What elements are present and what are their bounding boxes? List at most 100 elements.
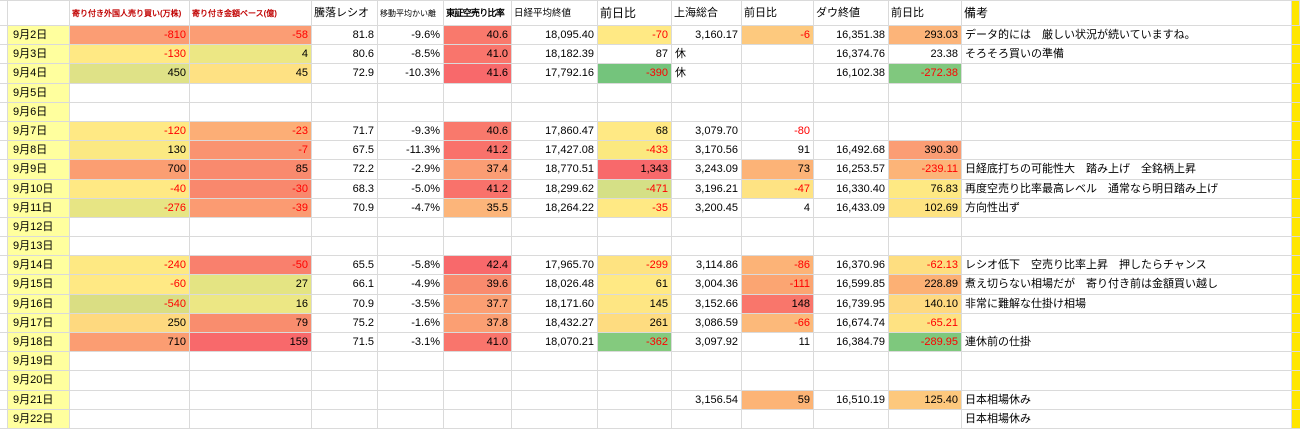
dow-close-cell[interactable] [814, 217, 889, 238]
nikkei-close-cell[interactable] [512, 217, 598, 238]
short-sell-ratio-cell[interactable]: 40.6 [444, 26, 512, 46]
dow-close-cell[interactable]: 16,510.19 [814, 390, 889, 410]
dow-change-cell[interactable]: -62.13 [889, 256, 962, 276]
nikkei-close-cell[interactable]: 18,770.51 [512, 160, 598, 180]
dow-change-cell[interactable]: -65.21 [889, 313, 962, 333]
ma-deviation-cell[interactable]: -5.0% [378, 179, 444, 199]
nikkei-change-cell[interactable]: -70 [598, 26, 672, 46]
nikkei-change-cell[interactable] [598, 371, 672, 391]
foreign-open-trading-cell[interactable] [70, 409, 190, 429]
ma-deviation-cell[interactable] [378, 102, 444, 122]
dow-change-cell[interactable]: 23.38 [889, 45, 962, 65]
nikkei-close-cell[interactable] [512, 237, 598, 257]
ma-deviation-cell[interactable] [378, 217, 444, 238]
updown-ratio-cell[interactable] [312, 102, 378, 122]
dow-close-cell[interactable]: 16,674.74 [814, 313, 889, 333]
date-cell[interactable]: 9月2日 [8, 26, 70, 46]
shanghai-change-cell[interactable] [742, 102, 814, 122]
ma-deviation-cell[interactable]: -1.6% [378, 313, 444, 333]
nikkei-change-cell[interactable]: -390 [598, 64, 672, 84]
date-cell[interactable]: 9月16日 [8, 294, 70, 314]
shanghai-change-cell[interactable] [742, 83, 814, 103]
column-header-short-sell-ratio[interactable]: 東証空売り比率 [444, 1, 512, 26]
remarks-cell[interactable]: そろそろ買いの準備 [962, 45, 1292, 65]
shanghai-composite-cell[interactable]: 3,114.86 [672, 256, 742, 276]
nikkei-close-cell[interactable] [512, 409, 598, 429]
updown-ratio-cell[interactable]: 66.1 [312, 275, 378, 295]
foreign-open-trading-cell[interactable]: -240 [70, 256, 190, 276]
date-cell[interactable]: 9月22日 [8, 409, 70, 429]
open-amount-base-cell[interactable]: 27 [190, 275, 312, 295]
shanghai-change-cell[interactable] [742, 64, 814, 84]
dow-change-cell[interactable]: 140.10 [889, 294, 962, 314]
shanghai-change-cell[interactable]: 4 [742, 198, 814, 218]
ma-deviation-cell[interactable] [378, 352, 444, 372]
short-sell-ratio-cell[interactable]: 42.4 [444, 256, 512, 276]
remarks-cell[interactable]: 日本相場休み [962, 409, 1292, 429]
nikkei-change-cell[interactable]: 68 [598, 121, 672, 142]
shanghai-composite-cell[interactable] [672, 83, 742, 103]
shanghai-composite-cell[interactable] [672, 217, 742, 238]
dow-change-cell[interactable] [889, 217, 962, 238]
dow-close-cell[interactable]: 16,384.79 [814, 333, 889, 353]
nikkei-change-cell[interactable] [598, 102, 672, 122]
nikkei-change-cell[interactable]: -299 [598, 256, 672, 276]
nikkei-close-cell[interactable]: 17,860.47 [512, 121, 598, 142]
nikkei-change-cell[interactable] [598, 237, 672, 257]
dow-close-cell[interactable] [814, 121, 889, 142]
dow-close-cell[interactable]: 16,492.68 [814, 141, 889, 161]
column-header-foreign-open-trading[interactable]: 寄り付き外国人売り買い(万株) [70, 1, 190, 26]
dow-change-cell[interactable]: -272.38 [889, 64, 962, 84]
nikkei-change-cell[interactable] [598, 409, 672, 429]
nikkei-close-cell[interactable]: 18,026.48 [512, 275, 598, 295]
date-cell[interactable]: 9月15日 [8, 275, 70, 295]
nikkei-change-cell[interactable]: -471 [598, 179, 672, 199]
date-cell[interactable]: 9月20日 [8, 371, 70, 391]
open-amount-base-cell[interactable]: -30 [190, 179, 312, 199]
dow-close-cell[interactable] [814, 83, 889, 103]
updown-ratio-cell[interactable]: 70.9 [312, 294, 378, 314]
nikkei-change-cell[interactable]: 87 [598, 45, 672, 65]
dow-close-cell[interactable]: 16,370.96 [814, 256, 889, 276]
remarks-cell[interactable]: 煮え切らない相場だが 寄り付き前は金額買い越し [962, 275, 1292, 295]
remarks-cell[interactable] [962, 121, 1292, 142]
shanghai-change-cell[interactable]: -6 [742, 26, 814, 46]
updown-ratio-cell[interactable] [312, 352, 378, 372]
column-header-open-amount-base[interactable]: 寄り付き金額ベース(億) [190, 1, 312, 26]
ma-deviation-cell[interactable]: -4.7% [378, 198, 444, 218]
ma-deviation-cell[interactable] [378, 409, 444, 429]
open-amount-base-cell[interactable] [190, 352, 312, 372]
ma-deviation-cell[interactable] [378, 371, 444, 391]
foreign-open-trading-cell[interactable] [70, 390, 190, 410]
shanghai-composite-cell[interactable]: 3,086.59 [672, 313, 742, 333]
dow-change-cell[interactable]: 102.69 [889, 198, 962, 218]
open-amount-base-cell[interactable]: -23 [190, 121, 312, 142]
foreign-open-trading-cell[interactable]: -540 [70, 294, 190, 314]
short-sell-ratio-cell[interactable]: 41.0 [444, 45, 512, 65]
dow-close-cell[interactable] [814, 409, 889, 429]
column-header-dow-close[interactable]: ダウ終値 [814, 1, 889, 26]
ma-deviation-cell[interactable]: -3.5% [378, 294, 444, 314]
shanghai-change-cell[interactable] [742, 409, 814, 429]
remarks-cell[interactable] [962, 371, 1292, 391]
dow-close-cell[interactable] [814, 102, 889, 122]
short-sell-ratio-cell[interactable]: 35.5 [444, 198, 512, 218]
date-cell[interactable]: 9月8日 [8, 141, 70, 161]
short-sell-ratio-cell[interactable] [444, 102, 512, 122]
dow-change-cell[interactable]: 293.03 [889, 26, 962, 46]
nikkei-close-cell[interactable]: 18,299.62 [512, 179, 598, 199]
shanghai-composite-cell[interactable]: 休 [672, 45, 742, 65]
remarks-cell[interactable] [962, 237, 1292, 257]
short-sell-ratio-cell[interactable]: 41.6 [444, 64, 512, 84]
open-amount-base-cell[interactable]: 45 [190, 64, 312, 84]
remarks-cell[interactable] [962, 102, 1292, 122]
column-header-shanghai-change[interactable]: 前日比 [742, 1, 814, 26]
shanghai-composite-cell[interactable]: 3,156.54 [672, 390, 742, 410]
ma-deviation-cell[interactable]: -9.6% [378, 26, 444, 46]
date-cell[interactable]: 9月5日 [8, 83, 70, 103]
updown-ratio-cell[interactable]: 65.5 [312, 256, 378, 276]
remarks-cell[interactable] [962, 352, 1292, 372]
dow-close-cell[interactable]: 16,599.85 [814, 275, 889, 295]
dow-change-cell[interactable]: 390.30 [889, 141, 962, 161]
dow-change-cell[interactable] [889, 83, 962, 103]
